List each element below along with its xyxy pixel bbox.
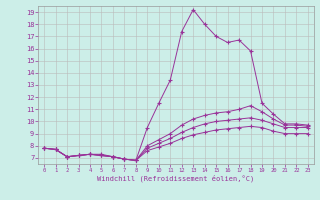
X-axis label: Windchill (Refroidissement éolien,°C): Windchill (Refroidissement éolien,°C)	[97, 175, 255, 182]
